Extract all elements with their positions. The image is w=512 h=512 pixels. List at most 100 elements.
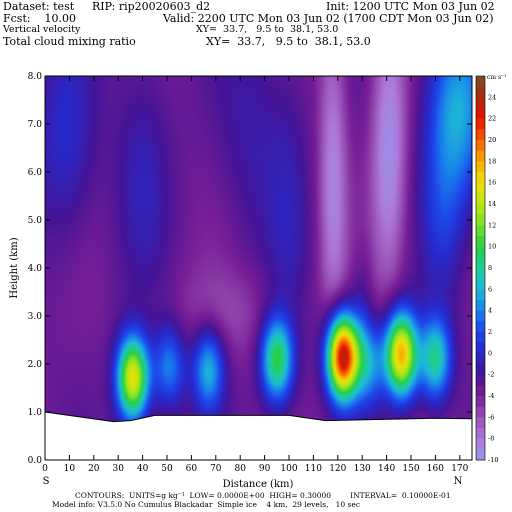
field-heatmap (45, 76, 472, 460)
y-tick-label: 1.0 (28, 408, 43, 418)
x-tick-label: 0 (42, 464, 48, 474)
contours-info: CONTOURS: UNITS=g kg⁻¹ LOW= 0.0000E+00 H… (75, 491, 451, 500)
colorbar-swatch (476, 353, 485, 365)
x-tick-label: 50 (161, 464, 173, 474)
colorbar-swatch (476, 449, 485, 461)
colorbar-label: 0 (488, 349, 492, 357)
north-end-label: N (454, 476, 463, 487)
x-tick-label: 80 (234, 464, 246, 474)
init-label: Init: 1200 UTC Mon 03 Jun 02 (326, 0, 495, 13)
colorbar-swatch (476, 86, 485, 98)
x-tick-label: 70 (210, 464, 222, 474)
colorbar-swatch (476, 161, 485, 173)
colorbar-swatch (476, 406, 485, 418)
colorbar-swatch (476, 214, 485, 226)
colorbar-label: 4 (488, 307, 492, 315)
colorbar-unit: cm s⁻¹ (487, 74, 507, 81)
model-info: Model info: V3.5.0 No Cumulus Blackadar … (52, 500, 361, 509)
x-tick-label: 10 (64, 464, 76, 474)
x-tick-label: 130 (354, 464, 371, 474)
x-axis-label: Distance (km) (223, 479, 294, 490)
colorbar-label: -8 (488, 435, 494, 443)
colorbar-label: 6 (488, 285, 492, 293)
colorbar-swatch (476, 385, 485, 397)
south-end-label: S (43, 476, 50, 487)
colorbar-swatch (476, 97, 485, 109)
colorbar-label: 24 (488, 93, 496, 101)
colorbar-swatch (476, 438, 485, 450)
colorbar-swatch (476, 204, 485, 216)
colorbar-label: 14 (488, 200, 496, 208)
colorbar-label: -10 (488, 456, 498, 464)
dataset-label: Dataset: test (3, 0, 75, 13)
y-tick-label: 8.0 (28, 72, 43, 82)
colorbar-swatch (476, 332, 485, 344)
colorbar-swatch (476, 278, 485, 290)
colorbar-swatch (476, 225, 485, 237)
colorbar-swatch (476, 364, 485, 376)
colorbar-swatch (476, 374, 485, 386)
x-tick-label: 160 (427, 464, 444, 474)
colorbar-label: -6 (488, 413, 494, 421)
colorbar-swatch (476, 300, 485, 312)
y-tick-label: 0.0 (28, 456, 43, 466)
colorbar-swatch (476, 150, 485, 162)
colorbar-label: 2 (488, 328, 492, 336)
x-tick-label: 40 (137, 464, 149, 474)
x-tick-label: 20 (88, 464, 100, 474)
y-tick-label: 7.0 (28, 120, 43, 130)
colorbar-label: 18 (488, 157, 496, 165)
colorbar-frame (475, 75, 486, 461)
colorbar-swatch (476, 129, 485, 141)
colorbar-swatch (476, 417, 485, 429)
colorbar-swatch (476, 140, 485, 152)
colorbar-swatch (476, 76, 485, 88)
colorbar-swatch (476, 193, 485, 205)
y-tick-label: 3.0 (28, 312, 43, 322)
y-tick-label: 6.0 (28, 168, 43, 178)
y-tick-label: 5.0 (28, 216, 43, 226)
colorbar-swatch (476, 118, 485, 130)
colorbar-label: -2 (488, 371, 494, 379)
colorbar-swatch (476, 428, 485, 440)
colorbar-swatch (476, 246, 485, 258)
field2-xy: XY= 33.7, 9.5 to 38.1, 53.0 (206, 35, 371, 48)
x-tick-label: 150 (402, 464, 419, 474)
field1-label: Vertical velocity (3, 24, 81, 35)
colorbar-swatch (476, 321, 485, 333)
colorbar-label: 10 (488, 243, 496, 251)
colorbar-swatch (476, 268, 485, 280)
field1-xy: XY= 33.7, 9.5 to 38.1, 53.0 (196, 24, 339, 35)
y-tick-label: 4.0 (28, 264, 43, 274)
x-tick-label: 120 (329, 464, 346, 474)
y-axis-label: Height (km) (9, 237, 20, 298)
x-tick-label: 110 (305, 464, 322, 474)
colorbar-label: 20 (488, 136, 496, 144)
colorbar-label: -4 (488, 392, 494, 400)
colorbar-swatch (476, 236, 485, 248)
colorbar-swatch (476, 108, 485, 120)
colorbar-swatch (476, 257, 485, 269)
y-tick-label: 2.0 (28, 360, 43, 370)
colorbar-swatch (476, 396, 485, 408)
x-tick-label: 90 (259, 464, 271, 474)
x-tick-label: 30 (112, 464, 124, 474)
x-tick-label: 170 (451, 464, 468, 474)
colorbar-label: 22 (488, 115, 496, 123)
valid-label: Valid: 2200 UTC Mon 03 Jun 02 (1700 CDT … (163, 12, 494, 25)
colorbar-swatch (476, 342, 485, 354)
x-tick-label: 100 (280, 464, 297, 474)
field2-label: Total cloud mixing ratio (3, 35, 136, 48)
fcst-label: Fcst: 10.00 (3, 12, 77, 25)
colorbar-label: 16 (488, 179, 496, 187)
colorbar-swatch (476, 182, 485, 194)
colorbar-label: 12 (488, 221, 496, 229)
colorbar-swatch (476, 310, 485, 322)
x-tick-label: 140 (378, 464, 395, 474)
colorbar-swatch (476, 172, 485, 184)
colorbar-label: 8 (488, 264, 492, 272)
x-tick-label: 60 (186, 464, 198, 474)
colorbar-swatch (476, 289, 485, 301)
